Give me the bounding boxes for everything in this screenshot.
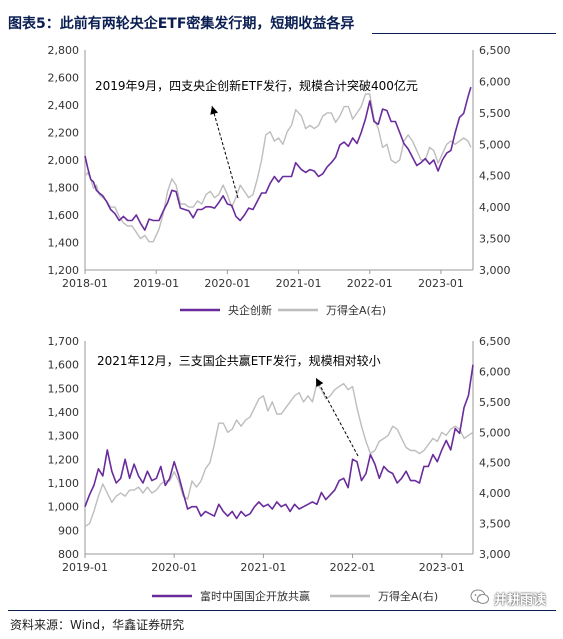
right-tick-label: 6,500 — [479, 335, 511, 348]
left-tick-label: 2,600 — [48, 72, 80, 85]
annotation-text: 2021年12月，三支国企共赢ETF发行，规模相对较小 — [97, 353, 381, 368]
title-underline — [372, 33, 556, 34]
x-tick-label: 2023-01 — [418, 277, 464, 290]
annotation-arrowhead — [316, 378, 324, 387]
left-tick-label: 2,200 — [48, 127, 80, 140]
legend-label-wind-all-a: 万得全A(右) — [326, 303, 386, 317]
annotation-arrow-line — [315, 377, 359, 457]
left-tick-label: 1,300 — [48, 430, 80, 443]
watermark-text: 并耕雨读 — [494, 593, 547, 608]
right-tick-label: 5,500 — [479, 107, 511, 120]
right-tick-label: 3,500 — [479, 233, 511, 246]
left-tick-label: 1,200 — [48, 264, 80, 277]
x-tick-label: 2019-01 — [62, 561, 108, 574]
x-tick-label: 2023-01 — [419, 561, 465, 574]
chart-soe-open-win: 800 900 1,000 1,100 1,200 1,300 1,400 1,500 1,60… — [48, 335, 511, 603]
annotation-text: 2019年9月，四支央企创新ETF发行，规模合计突破400亿元 — [95, 78, 418, 93]
left-tick-label: 1,700 — [48, 335, 80, 348]
right-tick-label: 4,000 — [479, 487, 511, 500]
source-divider — [8, 610, 556, 611]
right-tick-label: 4,000 — [479, 201, 511, 214]
x-tick-label: 2019-01 — [133, 277, 179, 290]
left-tick-label: 1,500 — [48, 382, 80, 395]
right-tick-label: 3,000 — [479, 548, 511, 561]
right-tick-label: 3,500 — [479, 518, 511, 531]
series-line-wind-all-a — [84, 93, 472, 243]
right-tick-label: 6,000 — [479, 365, 511, 378]
left-tick-label: 2,800 — [48, 44, 80, 57]
left-tick-label: 1,000 — [48, 501, 80, 514]
x-tick-label: 2022-01 — [347, 277, 393, 290]
legend-label-index: 央企创新 — [228, 303, 272, 317]
right-tick-label: 3,000 — [479, 264, 511, 277]
x-tick-label: 2018-01 — [62, 277, 108, 290]
left-tick-label: 800 — [58, 548, 79, 561]
x-tick-label: 2020-01 — [151, 561, 197, 574]
chart-central-soe-innovation: 1,200 1,400 1,600 1,800 2,000 2,200 2,400 2,600… — [48, 44, 511, 317]
annotation-arrowhead — [210, 106, 219, 115]
figure-title: 图表5：此前有两轮央企ETF密集发行期，短期收益各异 — [8, 16, 355, 32]
right-tick-label: 6,500 — [479, 44, 511, 57]
wechat-icon — [470, 589, 489, 604]
left-tick-label: 1,800 — [48, 182, 80, 195]
watermark-brand: 并耕雨读 — [470, 586, 560, 608]
right-tick-label: 4,500 — [479, 170, 511, 183]
left-tick-label: 1,600 — [48, 359, 80, 372]
right-tick-label: 5,000 — [479, 426, 511, 439]
right-tick-label: 5,500 — [479, 396, 511, 409]
right-tick-label: 6,000 — [479, 75, 511, 88]
right-tick-label: 5,000 — [479, 138, 511, 151]
source-note: 资料来源：Wind，华鑫证券研究 — [10, 618, 185, 632]
series-line-wind-all-a — [84, 382, 474, 528]
x-tick-label: 2022-01 — [330, 561, 376, 574]
figure-title-row: 图表5：此前有两轮央企ETF密集发行期，短期收益各异 — [0, 0, 563, 40]
left-tick-label: 2,000 — [48, 154, 80, 167]
left-tick-label: 1,400 — [48, 237, 80, 250]
x-tick-label: 2020-01 — [204, 277, 250, 290]
right-tick-label: 4,500 — [479, 457, 511, 470]
x-tick-label: 2021-01 — [276, 277, 322, 290]
x-tick-label: 2021-01 — [240, 561, 286, 574]
left-tick-label: 1,200 — [48, 453, 80, 466]
left-tick-label: 2,400 — [48, 99, 80, 112]
series-line-index — [84, 86, 472, 231]
source-row: 资料来源：Wind，华鑫证券研究 — [0, 608, 563, 639]
annotation-arrow-line — [211, 105, 239, 199]
left-tick-label: 1,100 — [48, 477, 80, 490]
legend-label-wind-all-a: 万得全A(右) — [378, 589, 438, 603]
left-tick-label: 900 — [58, 524, 79, 537]
legend-label-index: 富时中国国企开放共赢 — [200, 589, 310, 603]
series-line-index — [84, 364, 474, 520]
left-tick-label: 1,600 — [48, 209, 80, 222]
left-tick-label: 1,400 — [48, 406, 80, 419]
